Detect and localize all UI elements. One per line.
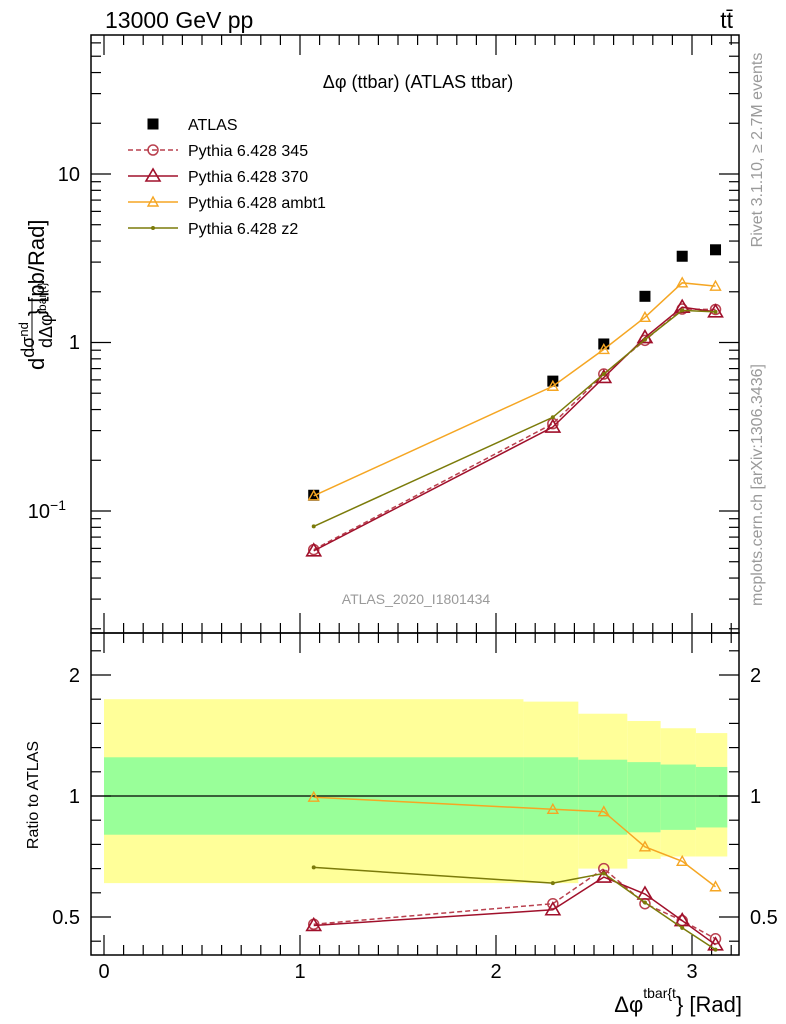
point-pythia-6-428-370-5 [707,303,724,318]
ytick-label-0.1: 10−1 [28,497,66,523]
ratio-point-pythia-6-428-370-0 [305,916,323,932]
xtick-label-3: 3 [686,961,697,983]
series-line-pythia-6-428-ambt1 [313,282,716,497]
point-pythia-6-428-ambt1-3 [638,310,652,323]
legend-marker-pythia-6-428-z2 [151,226,155,230]
ratio-point-pythia-6-428-z2-0 [311,865,316,870]
series-line-pythia-6-428-370 [313,306,716,552]
energy-label: 13000 GeV pp [105,7,253,33]
legend-label-atlas: ATLAS [188,117,238,134]
ratio-point-pythia-6-428-ambt1-1 [546,802,560,815]
rivet-version-label: Rivet 3.1.10, ≥ 2.7M events [749,53,766,248]
ratio-point-pythia-6-428-z2-5 [713,947,718,952]
inner-band-5 [695,766,728,828]
ratio-line-pythia-6-428-z2 [313,866,716,951]
ratio-point-pythia-6-428-z2-2 [601,871,606,876]
ratio-ytick-label-right-1: 1 [750,786,761,808]
ratio-point-pythia-6-428-z2-3 [642,900,647,905]
point-pythia-6-428-z2-1 [550,415,555,420]
ratio-point-pythia-6-428-ambt1-2 [597,805,610,817]
legend: ATLAS Pythia 6.428 345 Pythia 6.428 370 Pyt… [128,117,326,238]
ratio-point-pythia-6-428-z2-4 [680,925,685,930]
ratio-point-pythia-6-428-370-3 [636,885,654,900]
legend-marker-atlas [147,118,159,130]
legend-label-pythia-6-428-370: Pythia 6.428 370 [188,169,308,186]
xtick-label-2: 2 [490,961,501,983]
ratio-point-pythia-6-428-z2-1 [550,881,555,886]
ratio-ytick-label-2: 2 [69,665,80,687]
ytick-label-1: 1 [69,332,80,354]
legend-label-pythia-6-428-345: Pythia 6.428 345 [188,143,308,160]
point-atlas-4 [676,250,688,262]
ratio-point-pythia-6-428-ambt1-4 [676,854,689,867]
ratio-ytick-label-right-2: 2 [750,665,761,687]
point-pythia-6-428-ambt1-1 [546,379,560,391]
point-pythia-6-428-ambt1-5 [709,279,722,291]
inner-band-2 [578,759,628,835]
ratio-ytick-label-right-0.5: 0.5 [750,907,778,929]
point-pythia-6-428-ambt1-4 [676,276,689,288]
xtick-label-1: 1 [294,961,305,983]
point-pythia-6-428-370-1 [544,418,562,433]
uncertainty-bands [104,699,728,884]
point-atlas-3 [639,290,651,302]
ytick-label-10: 10 [58,164,80,186]
point-atlas-5 [710,244,722,256]
legend-label-pythia-6-428-ambt1: Pythia 6.428 ambt1 [188,195,326,212]
source-label: mcplots.cern.ch [arXiv:1306.3436] [749,364,766,606]
x-axis-label: Δφtbar{t} [Rad] [614,985,742,1017]
inner-band-3 [627,762,661,833]
legend-marker-pythia-6-428-345 [147,144,159,156]
ratio-point-pythia-6-428-ambt1-5 [709,880,722,892]
process-label: tt̄ [720,7,733,33]
inner-band-4 [660,764,696,830]
ratio-ytick-label-0.5: 0.5 [52,907,80,929]
point-pythia-6-428-z2-4 [680,308,685,313]
top-panel-series [305,244,724,557]
ratio-point-pythia-6-428-370-1 [544,901,562,916]
ratio-point-pythia-6-428-345-5 [709,933,722,945]
point-pythia-6-428-z2-2 [601,372,606,377]
ratio-panel-frame [90,632,740,956]
legend-marker-pythia-6-428-ambt1 [146,195,160,207]
point-pythia-6-428-ambt1-2 [597,342,610,355]
analysis-watermark: ATLAS_2020_I1801434 [342,591,491,607]
legend-label-pythia-6-428-z2: Pythia 6.428 z2 [188,221,298,238]
ratio-point-pythia-6-428-ambt1-3 [638,840,652,852]
ratio-panel-series [305,790,724,952]
ratio-line-pythia-6-428-370 [313,876,716,946]
legend-marker-pythia-6-428-370 [144,167,162,182]
point-pythia-6-428-z2-3 [642,337,647,342]
series-line-pythia-6-428-345 [313,308,716,551]
ratio-point-pythia-6-428-ambt1-0 [307,790,320,802]
ratio-ytick-label-1: 1 [69,786,80,808]
ratio-y-axis-label: Ratio to ATLAS [25,741,42,849]
point-pythia-6-428-z2-0 [311,524,316,529]
chart-title: Δφ (ttbar) (ATLAS ttbar) [323,72,513,92]
xtick-label-0: 0 [98,961,109,983]
point-pythia-6-428-370-0 [305,542,323,557]
ratio-point-pythia-6-428-345-1 [547,897,559,910]
point-pythia-6-428-z2-5 [713,309,718,314]
ratio-point-pythia-6-428-370-4 [673,912,691,927]
svg-text:dΔφtbar{t}: dΔφtbar{t} [35,282,56,348]
point-pythia-6-428-ambt1-0 [307,489,320,501]
series-line-pythia-6-428-z2 [313,309,716,528]
